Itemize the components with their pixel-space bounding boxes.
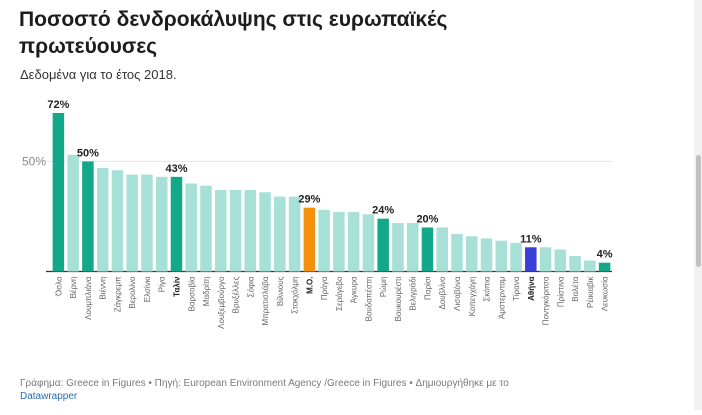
bar-35[interactable] xyxy=(554,249,567,272)
x-tick-label: Σκόπια xyxy=(483,276,492,301)
bar-6[interactable] xyxy=(126,174,138,272)
next-section-title-cut: ▂▂▂▂▂ ▂▂▂▂▂ ▂▂▂▂ ▂▂▂▂▂▂ ▂▂▂▂▂▂▂ xyxy=(20,402,407,415)
bar-17[interactable] xyxy=(288,196,301,272)
x-tick-label: Ρίγα xyxy=(158,276,167,292)
bar-27[interactable] xyxy=(436,227,448,272)
bar-34[interactable] xyxy=(539,247,552,272)
x-tick-label: Άμστερνταμ xyxy=(497,276,506,319)
bar-19[interactable] xyxy=(318,209,330,272)
bar-7[interactable] xyxy=(141,174,153,272)
bar-25[interactable] xyxy=(406,223,419,272)
datawrapper-link[interactable]: Datawrapper xyxy=(20,391,78,402)
x-tick-label: Άγκυρα xyxy=(350,276,359,303)
x-tick-label: Λουξεμβούργο xyxy=(217,276,226,329)
x-tick-label: Μπρατισλάβα xyxy=(261,276,270,325)
x-tick-label: Βαλέτα xyxy=(571,276,580,302)
x-tick-label: Μαδρίτη xyxy=(202,277,211,307)
bar-18[interactable] xyxy=(303,207,316,272)
x-tick-label: Βιέννη xyxy=(99,277,108,300)
footer-source: Γράφημα: Greece in Figures • Πηγή: Europ… xyxy=(20,378,509,389)
x-tick-label: Βέρνη xyxy=(69,277,78,299)
bar-3[interactable] xyxy=(82,161,94,272)
x-tick-label: Ταλίν xyxy=(172,276,181,297)
x-tick-label: Όσλο xyxy=(54,276,63,297)
bar-30[interactable] xyxy=(480,238,493,272)
bar-37[interactable] xyxy=(584,260,596,272)
bar-chart: 50% 72% 50% 43% 29% 24% 20% 11% 4% Όσλο Βέρνη Λου… xyxy=(22,99,613,329)
x-tick-label: Βρυξέλλες xyxy=(232,276,241,313)
value-label: 43% xyxy=(165,163,187,175)
x-tick-label: Πράγα xyxy=(320,276,329,300)
bar-26[interactable] xyxy=(421,227,434,272)
value-label: 72% xyxy=(47,99,69,111)
x-tick-label: Μ.Ο. xyxy=(305,277,314,294)
bar-15[interactable] xyxy=(259,192,271,272)
bar-38[interactable] xyxy=(598,262,611,272)
x-tick-label: Βουδαπέστη xyxy=(364,277,373,322)
x-tick-label: Λισαβόνα xyxy=(453,276,462,311)
y-tick-label: 50% xyxy=(22,154,46,168)
bar-1[interactable] xyxy=(52,113,65,272)
x-tick-label: Σόφια xyxy=(246,276,255,297)
scrollbar-thumb[interactable] xyxy=(696,155,701,267)
x-tick-label: Τίρανα xyxy=(512,276,521,301)
x-tick-label: Βερολίνο xyxy=(128,276,137,309)
x-tick-label: Βελιγράδι xyxy=(409,276,418,310)
bar-2[interactable] xyxy=(67,154,79,272)
bar-36[interactable] xyxy=(569,256,581,272)
bar-32[interactable] xyxy=(510,242,522,272)
x-tick-label: Ρέικιαβικ xyxy=(586,276,595,308)
value-label: 50% xyxy=(77,147,99,159)
x-tick-label: Ελσίνκι xyxy=(143,276,152,302)
chart-footer: Γράφημα: Greece in Figures • Πηγή: Europ… xyxy=(20,377,509,403)
bar-31[interactable] xyxy=(495,240,508,272)
bar-10[interactable] xyxy=(185,183,198,272)
bar-16[interactable] xyxy=(274,196,286,272)
x-tick-label: Πρίστινα xyxy=(556,276,565,307)
bar-21[interactable] xyxy=(347,212,360,272)
x-tick-label: Λευκωσία xyxy=(601,276,610,311)
bar-5[interactable] xyxy=(111,170,124,272)
x-tick-label: Ζάγκρεμπ xyxy=(113,276,122,312)
bar-28[interactable] xyxy=(451,234,463,272)
x-tick-label: Βουκουρέστι xyxy=(394,276,403,321)
x-tick-label: Βαρσοβία xyxy=(187,276,196,311)
x-tick-label: Κοπεγχάγη xyxy=(468,277,477,317)
bar-9[interactable] xyxy=(170,176,183,272)
x-tick-label: Δουβλίνο xyxy=(438,276,447,310)
x-tick-label: Ρώμη xyxy=(379,277,388,298)
bar-14[interactable] xyxy=(244,190,257,272)
bar-23[interactable] xyxy=(377,218,389,272)
chart-subtitle: Δεδομένα για το έτος 2018. xyxy=(20,67,177,82)
x-tick-label: Σεράγεβο xyxy=(335,276,344,311)
bar-8[interactable] xyxy=(155,176,168,272)
bar-12[interactable] xyxy=(215,190,227,272)
value-label: 29% xyxy=(298,194,320,206)
value-label: 11% xyxy=(520,233,542,245)
bar-24[interactable] xyxy=(392,223,404,272)
bar-29[interactable] xyxy=(465,236,478,272)
chart-title: Ποσοστό δενδροκάλυψης στις ευρωπαϊκές πρ… xyxy=(19,8,448,58)
x-tick-label: Βίλνιους xyxy=(276,276,285,306)
x-tick-label: Αθήνα xyxy=(527,276,536,300)
value-label: 20% xyxy=(416,213,438,225)
x-tick-label: Λουμπλιάνα xyxy=(84,276,93,320)
bar-22[interactable] xyxy=(362,214,375,272)
value-label: 4% xyxy=(597,249,613,261)
bar-11[interactable] xyxy=(200,185,212,272)
bar-13[interactable] xyxy=(229,190,242,272)
bar-4[interactable] xyxy=(96,168,109,272)
bar-33[interactable] xyxy=(525,247,537,272)
bar-20[interactable] xyxy=(333,212,345,272)
x-tick-label: Ποντγκόριτσα xyxy=(542,276,551,325)
x-tick-label: Στοκχόλμη xyxy=(291,277,300,314)
x-tick-label: Παρίσι xyxy=(423,276,432,300)
value-label: 24% xyxy=(372,205,394,217)
